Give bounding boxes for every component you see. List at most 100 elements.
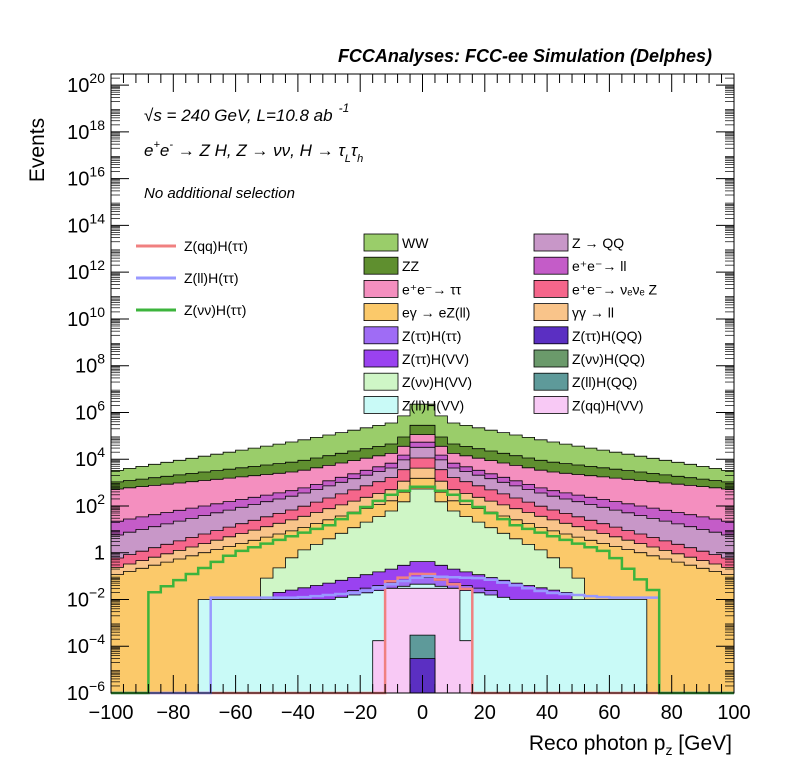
y-tick-label: 104 [75, 444, 105, 471]
legend-swatch [363, 395, 399, 414]
x-tick-label: 0 [417, 702, 428, 724]
x-tick-label: 60 [598, 702, 620, 724]
x-tick-label: −20 [343, 702, 377, 724]
y-tick-exponent: 8 [97, 351, 105, 367]
legend-label: Z(qq)H(VV) [572, 397, 644, 413]
legend-swatch [533, 372, 569, 391]
legend-swatch [363, 372, 399, 391]
signal-line-1 [111, 575, 734, 695]
y-tick-exponent: 12 [89, 257, 105, 273]
y-tick-mantissa: 10 [67, 589, 89, 611]
legend-swatch [363, 326, 399, 345]
x-tick-label: 80 [661, 702, 683, 724]
y-tick-label: 10−4 [67, 631, 105, 658]
legend-label: Z(ll)H(QQ) [572, 374, 637, 390]
legend-swatch [363, 256, 399, 275]
y-tick-mantissa: 10 [67, 215, 89, 237]
y-tick-exponent: 10 [89, 304, 105, 320]
legend-label: Z → QQ [572, 235, 624, 251]
legend-label: Z(νν)H(QQ) [572, 351, 645, 367]
legend-label: γγ → ll [572, 305, 614, 321]
y-tick-label: 106 [75, 397, 105, 424]
legend-label: Z(νν)H(VV) [402, 374, 472, 390]
y-tick-mantissa: 10 [67, 75, 89, 97]
x-tick-label: 20 [474, 702, 496, 724]
y-axis: 10−610−410−21102104106108101010121014101… [67, 70, 734, 705]
legend-swatch [363, 303, 399, 322]
y-tick-label: 1018 [67, 117, 105, 144]
y-tick-exponent: −6 [89, 678, 105, 694]
x-tick-label: 100 [717, 702, 750, 724]
y-tick-label: 1012 [67, 257, 105, 284]
legend-label: ZZ [402, 258, 420, 274]
x-axis-label: Reco photon pz [GeV] [529, 732, 732, 758]
legend-swatch [533, 395, 569, 414]
y-tick-exponent: 4 [97, 444, 105, 460]
legend-label: e⁺e⁻→ ll [572, 258, 626, 274]
legend: Z(qq)H(ττ) Z(ll)H(ττ) Z(νν)H(ττ) WW ZZ e⁺e⁻→ … [136, 233, 658, 414]
chart-title: FCCAnalyses: FCC-ee Simulation (Delphes) [338, 46, 712, 66]
legend-swatch [533, 233, 569, 252]
energy-text: √s = 240 GeV, L=10.8 ab -1 [144, 101, 349, 125]
legend-swatch [533, 303, 569, 322]
legend-label: Z(qq)H(ττ) [184, 238, 248, 254]
x-axis-label-sub: z [665, 742, 672, 758]
y-tick-exponent: 16 [89, 164, 105, 180]
y-tick-label: 10−6 [67, 678, 105, 705]
y-tick-label: 102 [75, 491, 105, 518]
legend-swatch [363, 279, 399, 298]
y-tick-label: 1014 [67, 210, 105, 237]
y-tick-exponent: 18 [89, 117, 105, 133]
selection-text: No additional selection [144, 185, 295, 202]
x-axis-label-main: Reco photon p [529, 732, 666, 755]
annotation-energy: √s = 240 GeV, L=10.8 ab -1 [144, 101, 349, 125]
y-tick-exponent: 20 [89, 70, 105, 86]
legend-label: WW [402, 235, 429, 251]
y-tick-mantissa: 10 [67, 122, 89, 144]
energy-exp: -1 [339, 101, 350, 115]
legend-swatch [533, 326, 569, 345]
legend-swatch [363, 233, 399, 252]
y-axis-label: Events [26, 118, 49, 182]
legend-label: e⁺e⁻→ ττ [402, 281, 462, 297]
y-tick-mantissa: 10 [75, 496, 97, 518]
legend-label: Z(ττ)H(VV) [402, 351, 469, 367]
y-tick-mantissa: 10 [67, 683, 89, 705]
y-tick-exponent: −2 [89, 584, 105, 600]
legend-swatch [533, 256, 569, 275]
legend-label: Z(ll)H(VV) [402, 397, 464, 413]
legend-swatch [533, 279, 569, 298]
x-tick-label: −80 [156, 702, 190, 724]
y-tick-label: 108 [75, 351, 105, 378]
y-tick-exponent: 14 [89, 210, 105, 226]
y-tick-mantissa: 10 [67, 262, 89, 284]
energy-main: √s = 240 GeV, L=10.8 ab [144, 106, 333, 125]
y-tick-exponent: 2 [97, 491, 105, 507]
x-tick-label: −100 [88, 702, 133, 724]
x-axis: −100 −80 −60 −40 −20 0 20 40 60 80 100 [88, 74, 751, 724]
legend-label: Z(ττ)H(ττ) [402, 328, 461, 344]
legend-label: Z(ττ)H(QQ) [572, 328, 642, 344]
legend-swatch [533, 349, 569, 368]
legend-label: e⁺e⁻→ νₑνₑ Z [572, 281, 658, 297]
y-tick-mantissa: 10 [67, 636, 89, 658]
x-tick-label: 40 [536, 702, 558, 724]
y-tick-mantissa: 10 [75, 449, 97, 471]
legend-label: eγ → eZ(ll) [402, 305, 470, 321]
x-tick-label: −60 [219, 702, 253, 724]
y-tick-label: 10−2 [67, 584, 105, 611]
y-tick-mantissa: 10 [75, 402, 97, 424]
x-tick-label: −40 [281, 702, 315, 724]
legend-label: Z(ll)H(ττ) [184, 270, 239, 286]
y-tick-label: 1010 [67, 304, 105, 331]
y-tick-label: 1020 [67, 70, 105, 97]
y-tick-exponent: 6 [97, 397, 105, 413]
x-axis-label-unit: [GeV] [672, 732, 732, 755]
legend-swatch [363, 349, 399, 368]
y-tick-mantissa: 10 [75, 356, 97, 378]
y-tick-mantissa: 10 [67, 309, 89, 331]
y-tick-mantissa: 10 [67, 169, 89, 191]
signal-line-2 [111, 485, 734, 695]
y-tick-label: 1 [94, 543, 105, 565]
